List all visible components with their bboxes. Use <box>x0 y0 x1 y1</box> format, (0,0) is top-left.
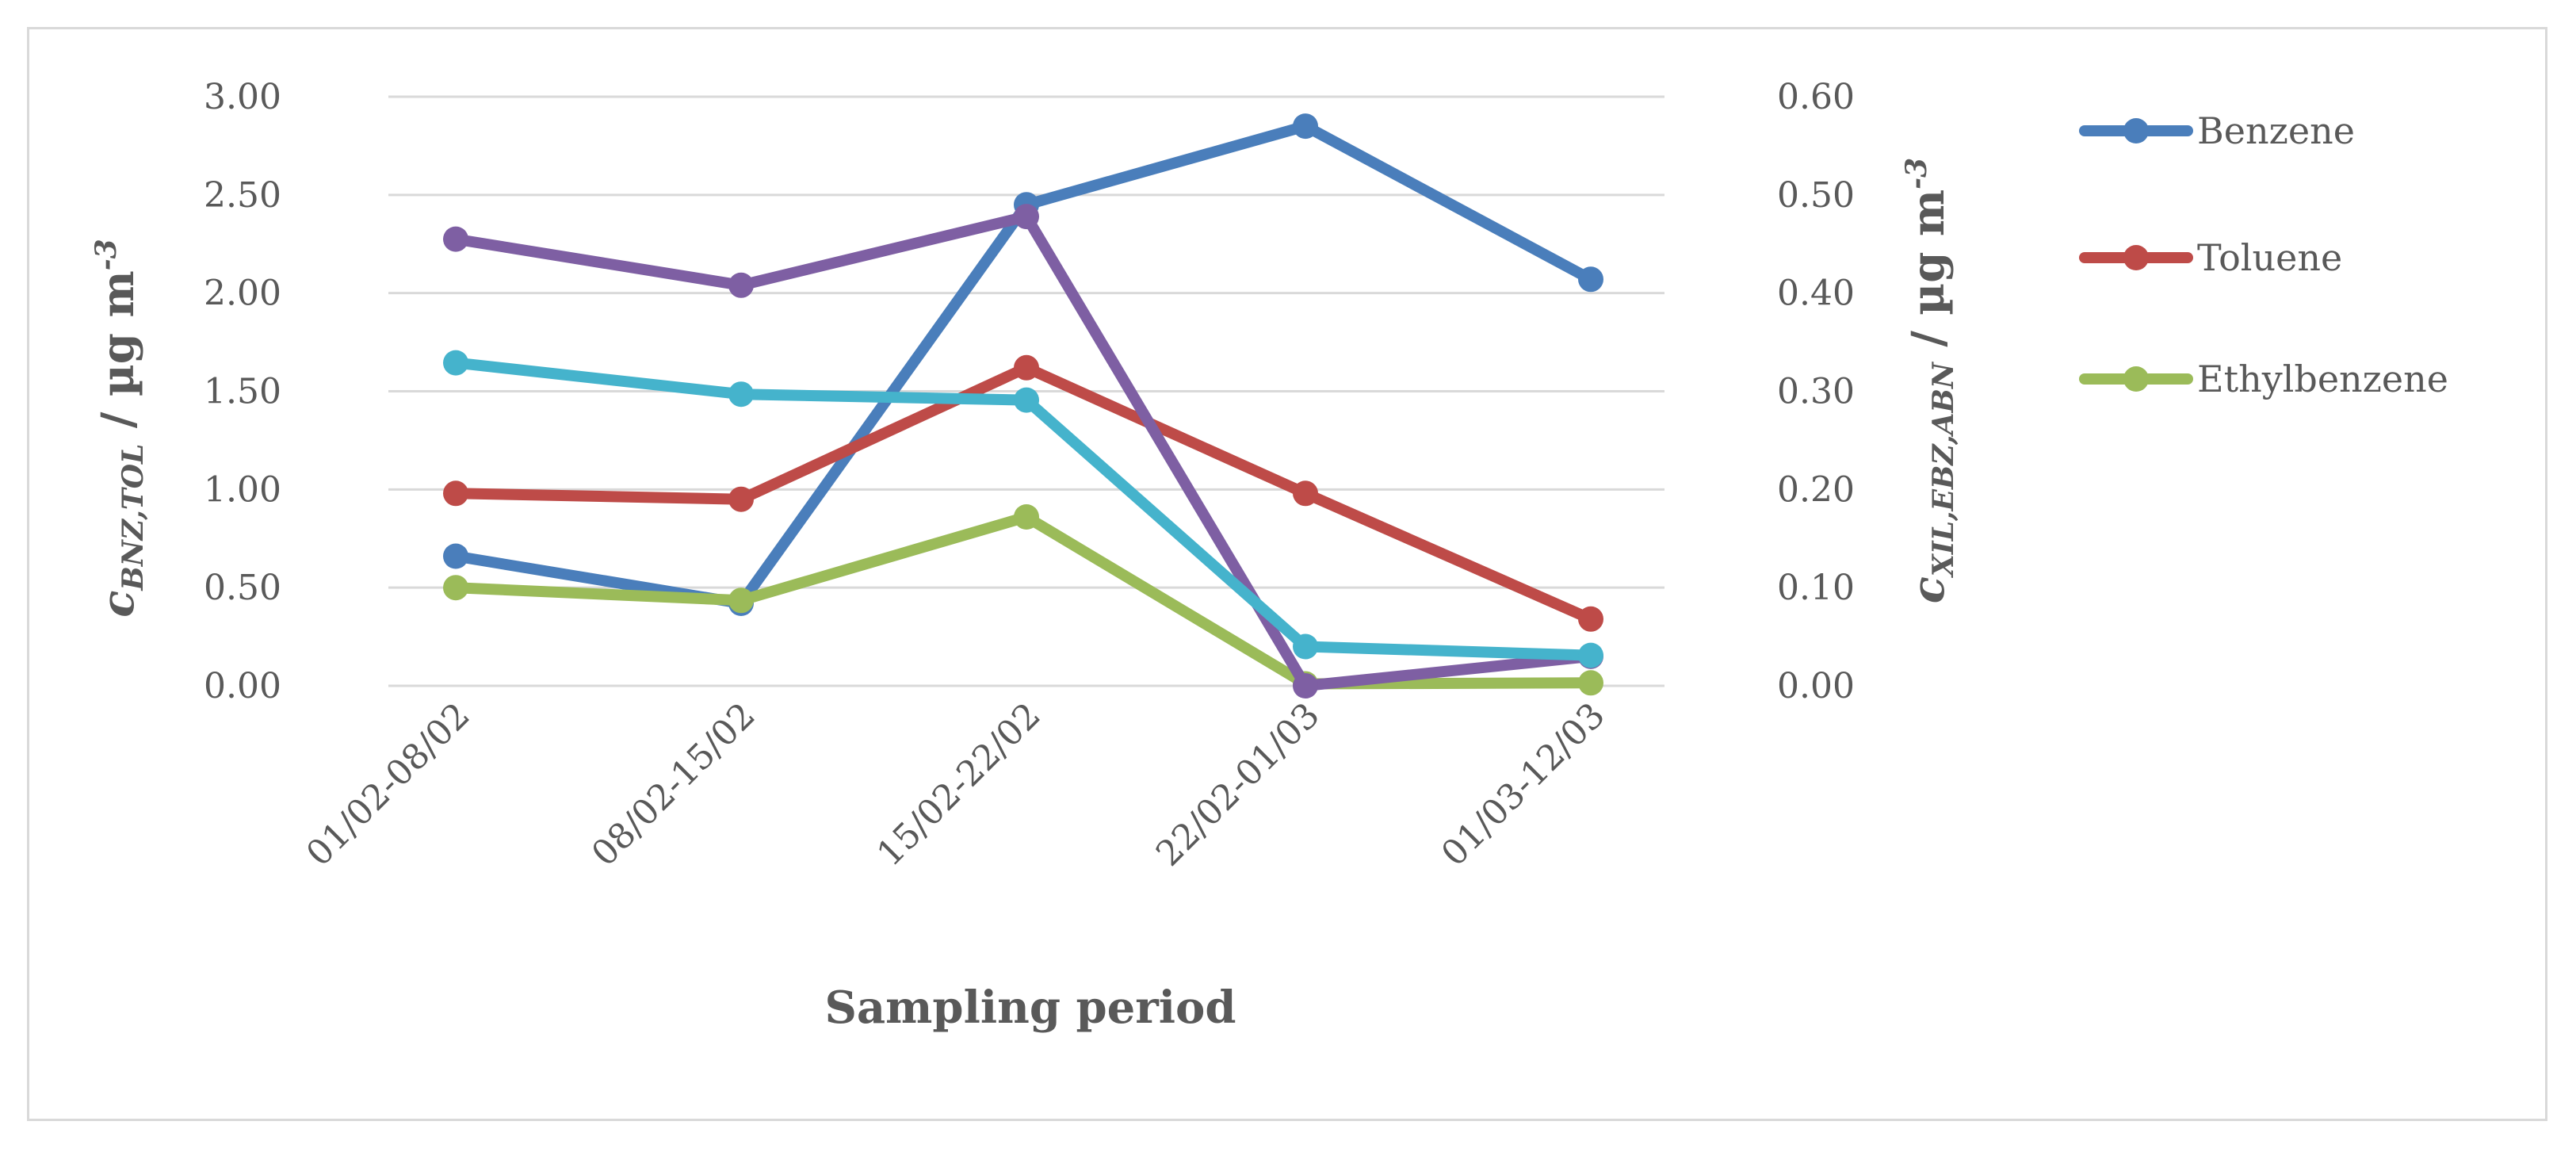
data-point <box>728 587 754 614</box>
x-tick-label: 22/02-01/03 <box>1148 695 1328 875</box>
data-point <box>1578 606 1603 632</box>
legend-item: Toluene <box>2079 236 2342 279</box>
y-left-tick-label: 1.00 <box>204 469 281 510</box>
legend-label: Toluene <box>2197 236 2342 279</box>
y-axis-left-symbol: c <box>92 591 144 618</box>
legend-swatch-marker <box>2123 118 2149 144</box>
data-point <box>1578 642 1603 668</box>
data-point <box>728 486 754 512</box>
y-right-tick-label: 0.00 <box>1777 666 1855 706</box>
legend: Benzene Toluene Ethylbenzene <box>2079 109 2448 400</box>
series-line <box>450 211 1596 691</box>
left-axis-ticks: 0.00 0.50 1.00 1.50 2.00 2.50 3.00 <box>204 77 281 706</box>
x-tick-label: 08/02-15/02 <box>584 695 763 875</box>
series-layer <box>443 113 1603 698</box>
y-right-tick-label: 0.20 <box>1777 469 1855 510</box>
y-right-tick-label: 0.40 <box>1777 274 1855 314</box>
y-right-tick-label: 0.50 <box>1777 175 1855 216</box>
y-left-tick-label: 0.00 <box>204 666 281 706</box>
x-tick-label: 01/02-08/02 <box>299 695 478 875</box>
y-axis-right-units: / µg m <box>1902 189 1955 362</box>
y-axis-right-symbol: c <box>1902 576 1955 603</box>
x-axis-ticks: 01/02-08/02 08/02-15/02 15/02-22/02 22/02-0… <box>299 695 1613 875</box>
x-axis-title: Sampling period <box>824 982 1236 1034</box>
data-point <box>443 480 468 507</box>
data-point <box>728 381 754 408</box>
y-axis-right-subscript: XIL,EBZ,ABN <box>1927 361 1960 578</box>
data-point <box>1014 204 1039 230</box>
y-left-tick-label: 2.50 <box>204 175 281 216</box>
legend-item: Benzene <box>2079 109 2355 152</box>
series-series-5 <box>443 350 1603 668</box>
data-point <box>1578 670 1603 696</box>
y-left-tick-label: 1.50 <box>204 372 281 412</box>
y-axis-right-title: cXIL,EBZ,ABN / µg m-3 <box>1900 158 1960 603</box>
y-axis-right-sup: -3 <box>1900 158 1933 189</box>
data-point <box>1293 113 1318 140</box>
data-point <box>1014 387 1039 413</box>
chart-frame <box>27 27 2547 1121</box>
legend-label: Ethylbenzene <box>2197 358 2448 400</box>
y-left-tick-label: 3.00 <box>204 77 281 117</box>
series-toluene <box>443 354 1603 632</box>
data-point <box>728 272 754 298</box>
right-axis-ticks: 0.00 0.10 0.20 0.30 0.40 0.50 0.60 <box>1777 77 1855 706</box>
x-tick-label: 01/03-12/03 <box>1434 695 1613 875</box>
y-left-tick-label: 0.50 <box>204 568 281 608</box>
y-axis-left-subscript: BNZ,TOL <box>117 444 150 591</box>
data-point <box>1293 633 1318 660</box>
data-point <box>1014 354 1039 381</box>
x-tick-label: 15/02-22/02 <box>869 695 1049 875</box>
y-axis-left-sup: -3 <box>90 239 123 270</box>
y-right-tick-label: 0.10 <box>1777 568 1855 608</box>
data-point <box>443 226 468 252</box>
legend-label: Benzene <box>2197 109 2355 152</box>
y-right-tick-label: 0.60 <box>1777 77 1855 117</box>
y-axis-left-title: cBNZ,TOL / µg m-3 <box>90 239 150 617</box>
legend-item: Ethylbenzene <box>2079 358 2448 400</box>
y-right-tick-label: 0.30 <box>1777 372 1855 412</box>
legend-swatch-marker <box>2123 366 2149 392</box>
data-point <box>443 575 468 601</box>
y-axis-left-units: / µg m <box>92 270 144 443</box>
data-point <box>443 543 468 569</box>
data-point <box>1014 504 1039 530</box>
data-point <box>1293 480 1318 507</box>
data-point <box>1578 266 1603 293</box>
series-series-4 <box>443 204 1603 698</box>
data-point <box>443 350 468 376</box>
legend-swatch-marker <box>2123 245 2149 270</box>
y-left-tick-label: 2.00 <box>204 274 281 314</box>
data-point <box>1293 673 1318 698</box>
